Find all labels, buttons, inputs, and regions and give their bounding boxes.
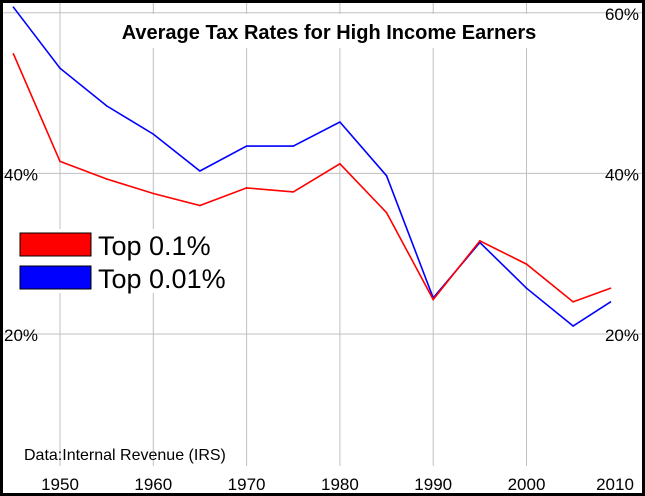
data-point (572, 301, 574, 303)
data-point (59, 67, 61, 70)
x-tick-label: 1980 (321, 475, 359, 494)
y-tick-label-right: 40% (605, 165, 639, 184)
legend-swatch (19, 265, 92, 290)
data-point (199, 170, 201, 172)
y-tick-label-left: 20% (4, 326, 38, 345)
x-tick-label: 1970 (228, 475, 266, 494)
data-point (385, 211, 388, 214)
data-point (609, 301, 612, 303)
data-point (609, 287, 612, 290)
x-tick-label: 1960 (134, 475, 172, 494)
data-point (292, 191, 295, 193)
y-tick-label-right: 60% (605, 5, 639, 24)
data-point (339, 162, 341, 165)
y-tick-label-right: 20% (605, 326, 639, 345)
legend-swatch (19, 232, 92, 257)
data-point (105, 178, 108, 180)
series-lines (12, 6, 612, 327)
source-note: Data:Internal Revenue (IRS) (24, 447, 226, 464)
data-point (12, 52, 15, 55)
title-background (78, 14, 580, 48)
data-point (479, 240, 481, 242)
legend-label: Top 0.01% (98, 264, 226, 294)
x-tick-label: 2010 (596, 475, 634, 494)
series-line (12, 53, 611, 303)
data-point (245, 187, 248, 189)
legend-label: Top 0.1% (98, 231, 211, 261)
data-point (525, 263, 528, 265)
y-tick-label-left: 40% (4, 165, 38, 184)
data-point (152, 192, 155, 195)
data-point (245, 145, 248, 147)
legend: Top 0.1%Top 0.01% (18, 229, 240, 294)
tick-labels: 1950 1960 1970 1980 1990 2000 2010 20% 40% 20% 40%… (4, 5, 639, 494)
data-point (525, 287, 528, 290)
data-point (432, 298, 435, 301)
data-point (59, 160, 61, 163)
data-point (385, 175, 388, 177)
data-point (199, 204, 201, 207)
data-point (292, 145, 295, 147)
data-point (152, 133, 155, 135)
data-point (12, 6, 15, 8)
series-line (12, 6, 611, 327)
x-tick-label: 1950 (41, 475, 79, 494)
x-tick-label: 2000 (508, 475, 546, 494)
chart-title: Average Tax Rates for High Income Earner… (122, 22, 537, 44)
data-point (572, 325, 574, 327)
x-tick-label: 1990 (414, 475, 452, 494)
data-point (105, 105, 108, 107)
data-point (339, 121, 341, 123)
